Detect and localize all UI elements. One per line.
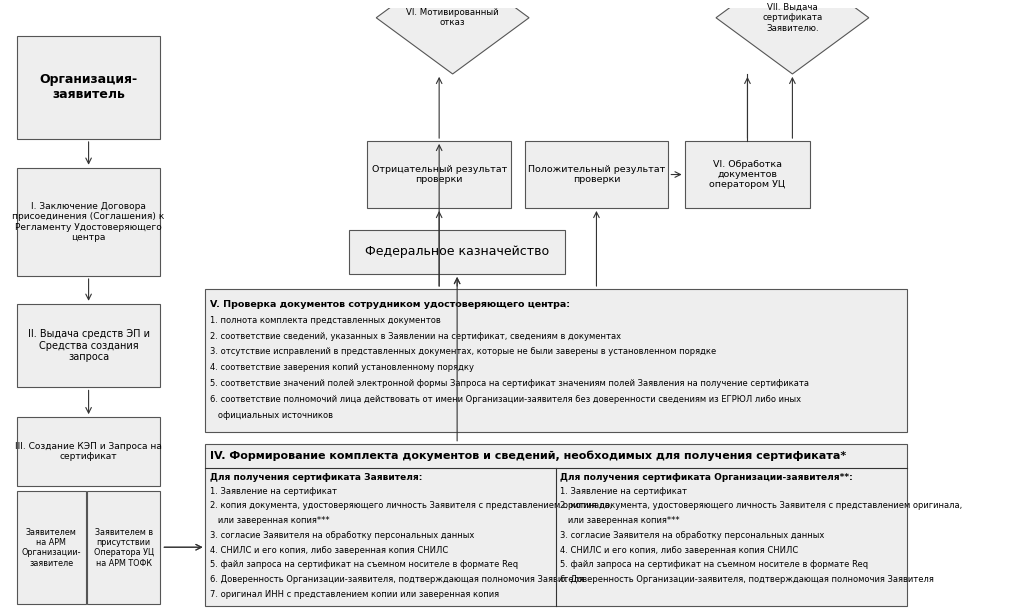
FancyBboxPatch shape xyxy=(16,417,161,486)
Text: Заявителем в
присутствии
Оператора УЦ
на АРМ ТОФК: Заявителем в присутствии Оператора УЦ на… xyxy=(93,528,154,568)
FancyBboxPatch shape xyxy=(16,168,161,276)
Text: 2. копия документа, удостоверяющего личность Заявителя с представлением оригинал: 2. копия документа, удостоверяющего личн… xyxy=(209,501,612,510)
Text: официальных источников: официальных источников xyxy=(209,411,333,420)
FancyBboxPatch shape xyxy=(349,230,564,274)
FancyBboxPatch shape xyxy=(205,289,906,432)
Text: VI. Мотивированный
отказ: VI. Мотивированный отказ xyxy=(405,8,498,28)
Text: V. Проверка документов сотрудником удостоверяющего центра:: V. Проверка документов сотрудником удост… xyxy=(209,300,569,309)
Text: Для получения сертификата Заявителя:: Для получения сертификата Заявителя: xyxy=(209,472,422,482)
Text: 3. согласие Заявителя на обработку персональных данных: 3. согласие Заявителя на обработку персо… xyxy=(209,531,474,540)
Polygon shape xyxy=(716,0,868,74)
Text: 2. копия документа, удостоверяющего личность Заявителя с представлением оригинал: 2. копия документа, удостоверяющего личн… xyxy=(560,501,961,510)
Text: Отрицательный результат
проверки: Отрицательный результат проверки xyxy=(371,165,507,184)
Text: 6. соответствие полномочий лица действовать от имени Организации-заявителя без д: 6. соответствие полномочий лица действов… xyxy=(209,395,801,404)
Polygon shape xyxy=(376,0,529,74)
Text: VII. Выдача
сертификата
Заявителю.: VII. Выдача сертификата Заявителю. xyxy=(761,3,822,32)
FancyBboxPatch shape xyxy=(205,444,906,606)
Text: Федеральное казначейство: Федеральное казначейство xyxy=(365,245,549,258)
FancyBboxPatch shape xyxy=(683,141,810,208)
Text: 1. Заявление на сертификат: 1. Заявление на сертификат xyxy=(209,487,337,496)
FancyBboxPatch shape xyxy=(16,35,161,139)
Text: III. Создание КЭП и Запроса на
сертификат: III. Создание КЭП и Запроса на сертифика… xyxy=(15,442,162,461)
Text: Организация-
заявитель: Организация- заявитель xyxy=(39,73,137,101)
FancyBboxPatch shape xyxy=(16,491,86,605)
Text: или заверенная копия***: или заверенная копия*** xyxy=(560,516,679,525)
Text: или заверенная копия***: или заверенная копия*** xyxy=(209,516,330,525)
Text: 3. отсутствие исправлений в представленных документах, которые не были заверены : 3. отсутствие исправлений в представленн… xyxy=(209,348,716,357)
Text: 6. Доверенность Организации-заявителя, подтверждающая полномочия Заявителя: 6. Доверенность Организации-заявителя, п… xyxy=(209,575,583,584)
Text: 1. полнота комплекта представленных документов: 1. полнота комплекта представленных доку… xyxy=(209,316,440,325)
Text: 4. соответствие заверения копий установленному порядку: 4. соответствие заверения копий установл… xyxy=(209,364,473,372)
FancyBboxPatch shape xyxy=(524,141,667,208)
Text: 7. оригинал ИНН с представлением копии или заверенная копия: 7. оригинал ИНН с представлением копии и… xyxy=(209,590,498,599)
Text: II. Выдача средств ЭП и
Средства создания
запроса: II. Выдача средств ЭП и Средства создани… xyxy=(27,329,150,362)
Text: 1. Заявление на сертификат: 1. Заявление на сертификат xyxy=(560,487,686,496)
Text: I. Заключение Договора
присоединения (Соглашения) к
Регламенту Удостоверяющего
ц: I. Заключение Договора присоединения (Со… xyxy=(12,202,165,242)
Text: IV. Формирование комплекта документов и сведений, необходимых для получения серт: IV. Формирование комплекта документов и … xyxy=(209,450,845,461)
FancyBboxPatch shape xyxy=(367,141,511,208)
FancyBboxPatch shape xyxy=(16,304,161,387)
Text: 5. файл запроса на сертификат на съемном носителе в формате Req: 5. файл запроса на сертификат на съемном… xyxy=(209,561,518,569)
Text: Положительный результат
проверки: Положительный результат проверки xyxy=(528,165,664,184)
Text: 4. СНИЛС и его копия, либо заверенная копия СНИЛС: 4. СНИЛС и его копия, либо заверенная ко… xyxy=(560,546,798,554)
Text: 5. соответствие значений полей электронной формы Запроса на сертификат значениям: 5. соответствие значений полей электронн… xyxy=(209,379,808,388)
Text: 4. СНИЛС и его копия, либо заверенная копия СНИЛС: 4. СНИЛС и его копия, либо заверенная ко… xyxy=(209,546,448,554)
FancyBboxPatch shape xyxy=(87,491,161,605)
Text: 3. согласие Заявителя на обработку персональных данных: 3. согласие Заявителя на обработку персо… xyxy=(560,531,824,540)
Text: 6. Доверенность Организации-заявителя, подтверждающая полномочия Заявителя: 6. Доверенность Организации-заявителя, п… xyxy=(560,575,933,584)
Text: Заявителем
на АРМ
Организации-
заявителе: Заявителем на АРМ Организации- заявителе xyxy=(21,528,81,568)
Text: VI. Обработка
документов
оператором УЦ: VI. Обработка документов оператором УЦ xyxy=(709,160,785,190)
Text: 5. файл запроса на сертификат на съемном носителе в формате Req: 5. файл запроса на сертификат на съемном… xyxy=(560,561,867,569)
Text: 2. соответствие сведений, указанных в Заявлении на сертификат, сведениям в докум: 2. соответствие сведений, указанных в За… xyxy=(209,332,621,341)
Text: Для получения сертификата Организации-заявителя**:: Для получения сертификата Организации-за… xyxy=(560,472,852,482)
